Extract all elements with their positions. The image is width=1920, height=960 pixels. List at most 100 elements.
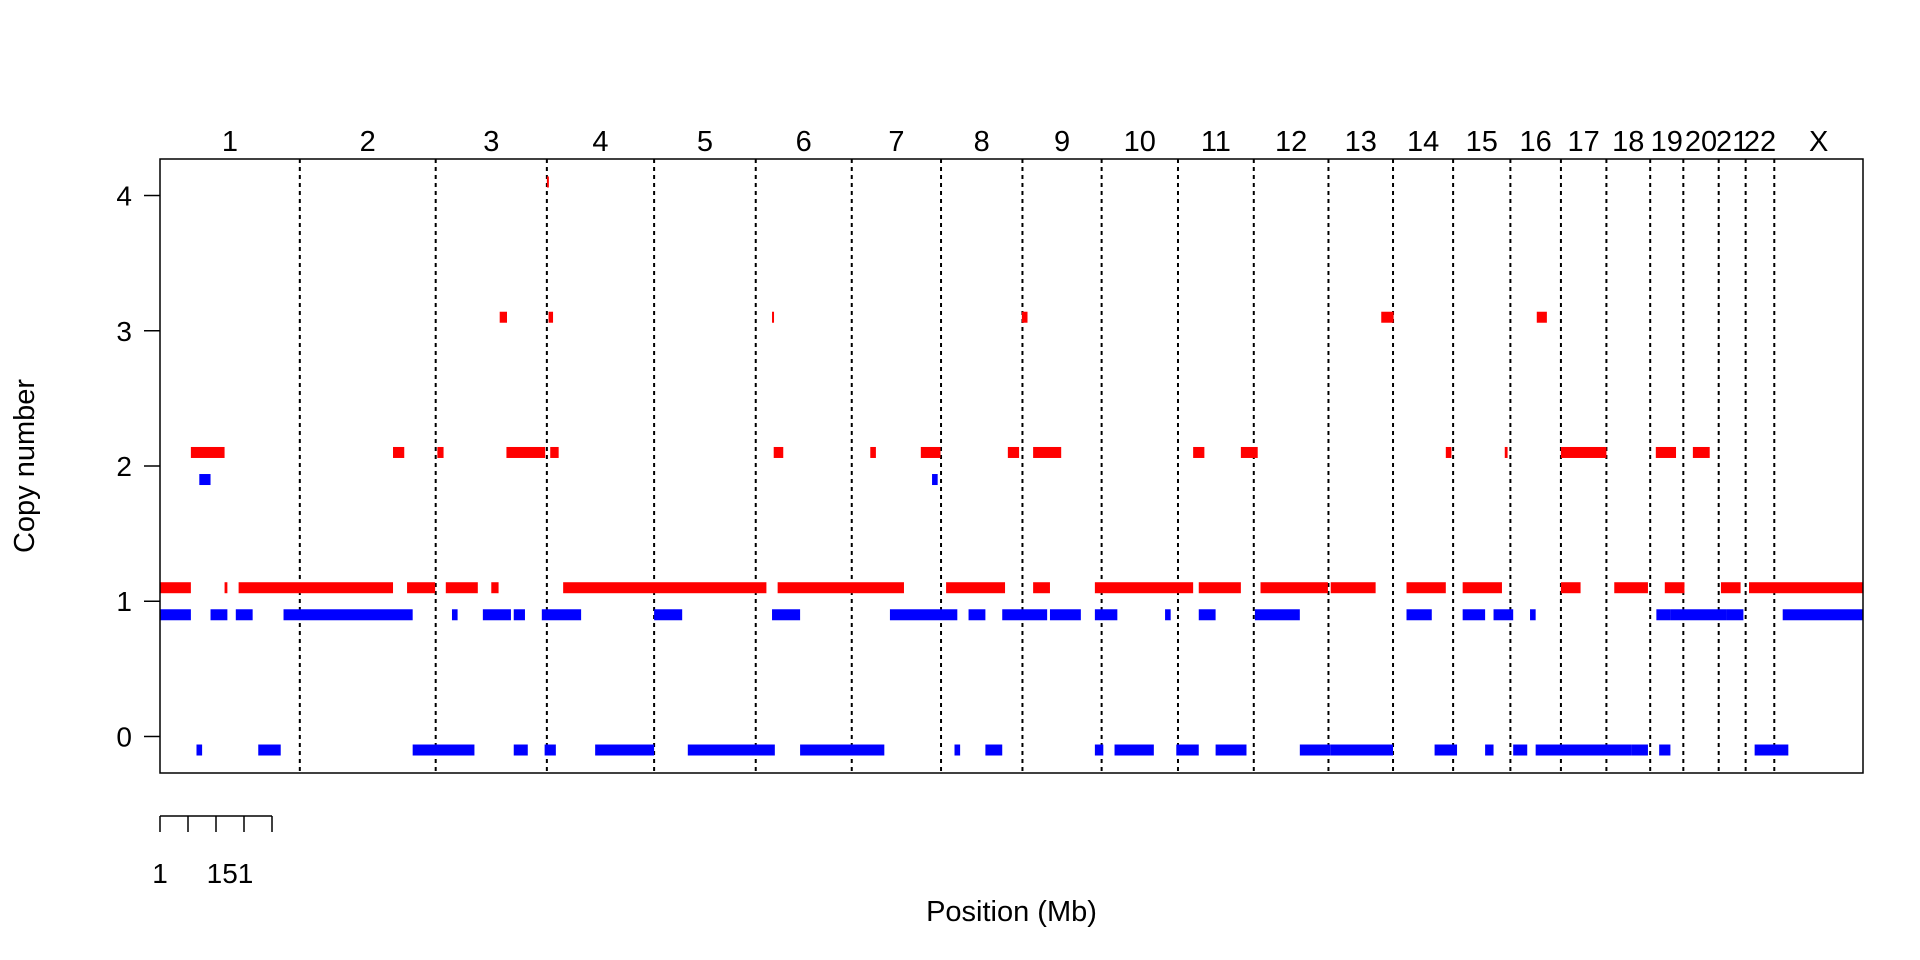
segment-red-20 [946, 582, 1006, 594]
y-tick-label-2: 2 [116, 451, 132, 482]
segment-blue-16 [687, 744, 775, 756]
segment-blue-5 [258, 744, 281, 756]
segment-blue-18 [800, 744, 885, 756]
segment-red-38 [1560, 582, 1581, 594]
segment-red-26 [1193, 446, 1205, 458]
chromosome-label-3: 3 [483, 126, 499, 158]
segment-blue-30 [1176, 744, 1199, 756]
segment-blue-28 [1114, 744, 1154, 756]
segment-blue-43 [1535, 744, 1632, 756]
chromosome-label-19: 19 [1651, 126, 1683, 158]
chromosome-label-2: 2 [360, 126, 376, 158]
segment-blue-2 [199, 474, 211, 486]
segment-red-2 [224, 582, 228, 594]
segment-red-23 [1033, 446, 1062, 458]
chromosome-label-15: 15 [1466, 126, 1498, 158]
chromosome-label-11: 11 [1201, 126, 1231, 158]
segment-blue-11 [513, 744, 528, 756]
segment-red-39 [1614, 582, 1648, 594]
segment-blue-45 [1656, 609, 1671, 621]
chromosome-label-21: 21 [1716, 126, 1748, 158]
y-axis-title: Copy number [9, 379, 41, 553]
y-tick-label-4: 4 [116, 181, 132, 212]
segment-layer [160, 176, 1863, 756]
segment-blue-37 [1434, 744, 1458, 756]
segment-red-14 [563, 582, 767, 594]
segment-red-24 [1021, 311, 1028, 323]
chromosome-label-10: 10 [1124, 126, 1156, 158]
position-scale-bar: 1 151 [152, 815, 273, 889]
segment-red-6 [437, 446, 444, 458]
chromosome-label-1: 1 [222, 126, 238, 158]
chromosome-label-6: 6 [796, 126, 812, 158]
segment-blue-34 [1299, 744, 1331, 756]
segment-red-28 [1240, 446, 1258, 458]
segment-blue-40 [1493, 609, 1514, 621]
segment-blue-33 [1254, 609, 1300, 621]
segment-blue-12 [541, 609, 582, 621]
segment-blue-41 [1513, 744, 1528, 756]
segment-blue-21 [954, 744, 961, 756]
segment-blue-8 [451, 609, 458, 621]
segment-blue-27 [1094, 609, 1118, 621]
segment-red-1 [190, 446, 225, 458]
segment-blue-23 [985, 744, 1003, 756]
segment-red-30 [1330, 582, 1376, 594]
segment-red-27 [1198, 582, 1241, 594]
segment-red-33 [1445, 446, 1452, 458]
y-axis: 0 1 2 3 4 [116, 181, 160, 752]
y-tick-label-1: 1 [116, 586, 132, 617]
segment-red-40 [1655, 446, 1677, 458]
segment-blue-39 [1485, 744, 1494, 756]
segment-blue-7 [412, 744, 475, 756]
segment-red-22 [1033, 582, 1050, 594]
segment-blue-10 [513, 609, 525, 621]
segment-blue-22 [968, 609, 986, 621]
segment-red-19 [920, 446, 941, 458]
segment-red-44 [1749, 582, 1863, 594]
scale-bar-label-end: 151 [207, 858, 254, 889]
segment-red-43 [1720, 582, 1741, 594]
chromosome-label-17: 17 [1568, 126, 1600, 158]
segment-blue-17 [772, 609, 801, 621]
segment-red-42 [1692, 446, 1710, 458]
segment-red-12 [546, 176, 549, 188]
segment-blue-35 [1330, 744, 1394, 756]
segment-red-4 [393, 446, 405, 458]
segment-red-11 [548, 311, 554, 323]
segment-red-7 [445, 582, 478, 594]
segment-red-16 [772, 311, 775, 323]
segment-blue-13 [544, 744, 556, 756]
chromosome-label-7: 7 [888, 126, 904, 158]
chromosome-separators [298, 159, 1776, 773]
segment-blue-47 [1670, 609, 1727, 621]
segment-red-37 [1560, 446, 1607, 458]
chromosome-label-X: X [1809, 126, 1828, 158]
x-axis-title: Position (Mb) [926, 896, 1097, 928]
segment-red-32 [1406, 582, 1446, 594]
segment-red-41 [1664, 582, 1685, 594]
segment-blue-26 [1094, 744, 1104, 756]
segment-blue-0 [160, 609, 191, 621]
chromosome-label-9: 9 [1054, 126, 1070, 158]
segment-blue-48 [1726, 609, 1744, 621]
y-tick-label-3: 3 [116, 316, 132, 347]
chromosome-label-22: 22 [1744, 126, 1776, 158]
segment-red-10 [506, 446, 546, 458]
segment-red-34 [1462, 582, 1502, 594]
segment-red-17 [777, 582, 904, 594]
segment-red-0 [160, 582, 191, 594]
chromosome-label-16: 16 [1520, 126, 1552, 158]
segment-red-21 [1007, 446, 1020, 458]
segment-red-15 [773, 446, 784, 458]
segment-blue-32 [1215, 744, 1247, 756]
segment-red-29 [1260, 582, 1328, 594]
segment-blue-38 [1462, 609, 1486, 621]
segment-red-36 [1536, 311, 1547, 323]
segment-red-18 [870, 446, 876, 458]
segment-blue-6 [283, 609, 413, 621]
chromosome-label-12: 12 [1275, 126, 1307, 158]
segment-red-5 [407, 582, 436, 594]
